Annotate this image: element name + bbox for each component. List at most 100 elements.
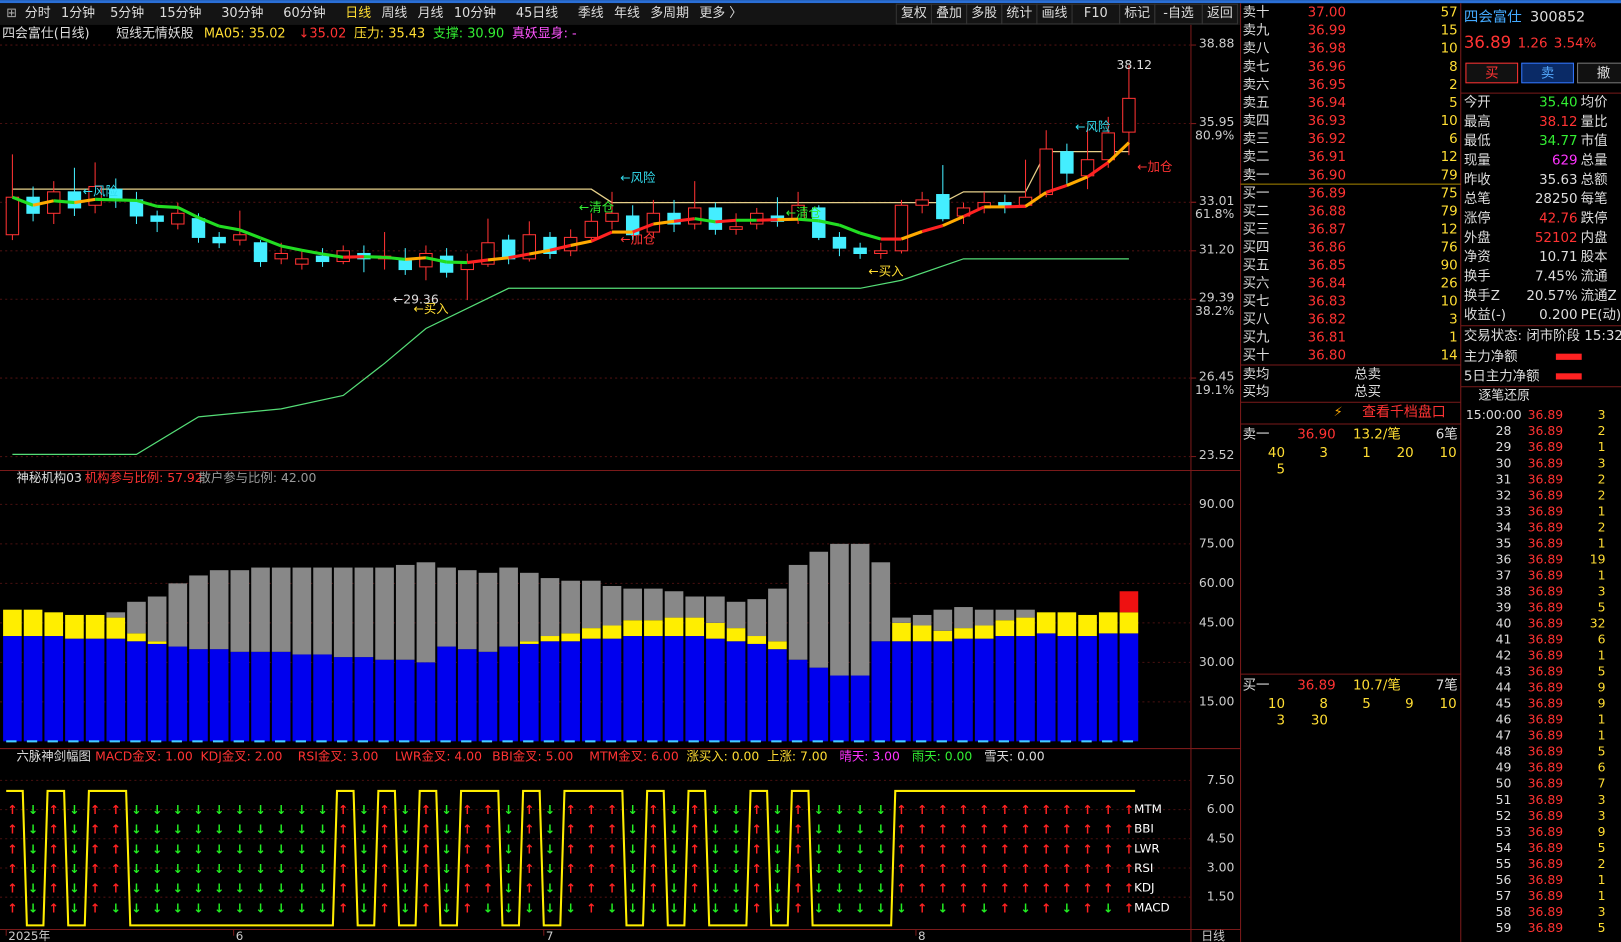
tick-price: 36.89: [1528, 728, 1564, 743]
annotation: ←买入: [414, 301, 449, 316]
panel-label: 雨天: 0.00: [912, 748, 973, 763]
period-tab[interactable]: 日线: [345, 6, 371, 21]
period-tab[interactable]: 1分钟: [61, 5, 95, 21]
info-label: 市值: [1581, 132, 1608, 149]
inst-bar: [354, 657, 374, 742]
gray-bar: [1119, 591, 1139, 613]
tick-volume: 9: [1598, 680, 1606, 695]
period-tab[interactable]: 月线: [418, 6, 444, 21]
base-mark: [233, 740, 244, 743]
gray-bar: [437, 567, 456, 647]
tick-time: 55: [1496, 856, 1512, 871]
period-tab[interactable]: 年线: [614, 6, 640, 21]
tool-label[interactable]: -自选: [1163, 6, 1194, 21]
signal-arrow: ↓: [545, 822, 555, 837]
info-label: 每笔: [1581, 191, 1608, 207]
retail-bar: [106, 617, 126, 639]
period-tab[interactable]: 分时: [25, 6, 51, 21]
base-mark: [254, 740, 265, 743]
menu-icon: ⊞: [6, 6, 17, 21]
signal-arrow: ↑: [690, 881, 700, 896]
tool-label[interactable]: 画线: [1042, 6, 1068, 21]
period-tab[interactable]: 更多 〉: [699, 6, 742, 21]
ma-line: [384, 255, 406, 261]
trade-button[interactable]: [1577, 62, 1621, 84]
info-label: 现量: [1464, 152, 1491, 168]
signal-arrow: ↑: [1124, 822, 1134, 837]
signal-arrow: ↑: [1020, 841, 1030, 856]
inst-bar: [313, 654, 332, 742]
period-tab[interactable]: 季线: [578, 6, 604, 21]
tool-button[interactable]: [895, 3, 932, 25]
period-tab[interactable]: 60分钟: [283, 5, 325, 21]
retail-bar: [1078, 614, 1097, 637]
book-volume: 79: [1441, 204, 1458, 219]
tool-label[interactable]: 标记: [1124, 6, 1150, 21]
panel-label: KDJ金叉: 2.00: [201, 748, 283, 763]
book-price: 36.82: [1308, 312, 1346, 327]
tool-label[interactable]: 返回: [1207, 6, 1233, 21]
panel-label: MTM金叉: 6.00: [589, 748, 679, 763]
signal-arrow: ↓: [441, 861, 451, 876]
signal-arrow: ↓: [131, 822, 141, 837]
period-tab[interactable]: 周线: [381, 6, 407, 21]
tick-price: 36.89: [1528, 471, 1564, 486]
signal-arrow: ↑: [1020, 802, 1030, 817]
signal-arrow: ↓: [193, 822, 203, 837]
depth-link[interactable]: 查看千档盘口: [1362, 404, 1446, 421]
tool-label[interactable]: 叠加: [936, 6, 962, 21]
signal-arrow: ↓: [483, 900, 493, 915]
trade-button-label[interactable]: 买: [1485, 66, 1498, 82]
info-label: 总额: [1581, 172, 1608, 188]
signal-arrow: ↓: [28, 900, 38, 915]
ma-line: [570, 239, 592, 247]
candle-body: [936, 194, 950, 220]
tool-label[interactable]: 多股: [971, 6, 997, 21]
period-tab[interactable]: 30分钟: [221, 5, 263, 21]
base-mark: [6, 740, 17, 743]
signal-arrow: ↓: [317, 900, 327, 915]
signal-arrow: ↓: [834, 841, 844, 856]
signal-arrow: ↑: [111, 841, 121, 856]
gray-bar: [561, 580, 580, 634]
signal-arrow: ↑: [1103, 802, 1113, 817]
queue-order: 10: [1440, 697, 1457, 712]
book-level: 买六: [1243, 275, 1270, 291]
signal-arrow: ↑: [938, 822, 948, 837]
base-mark: [274, 740, 286, 743]
period-tab[interactable]: 5分钟: [110, 5, 144, 21]
signal-arrow: ↑: [690, 822, 700, 837]
signal-arrow: ↓: [855, 900, 865, 915]
inst-bar: [478, 651, 498, 742]
period-tab[interactable]: 45日线: [516, 6, 558, 21]
signal-arrow: ↑: [648, 861, 658, 876]
signal-arrow: ↓: [69, 861, 79, 876]
signal-arrow: ↓: [359, 900, 369, 915]
signal-arrow: ↓: [545, 881, 555, 896]
tool-label[interactable]: 复权: [901, 5, 927, 21]
signal-arrow: ↑: [1103, 822, 1113, 837]
tick-price: 36.89: [1528, 407, 1564, 422]
tick-volume: 3: [1598, 792, 1606, 807]
inst-bar: [602, 638, 622, 742]
period-tab[interactable]: 10分钟: [454, 5, 496, 21]
tick-price: 36.89: [1528, 680, 1564, 695]
period-tab[interactable]: 多周期: [650, 6, 689, 21]
retail-bar: [561, 633, 580, 642]
trade-button-label[interactable]: 撤: [1597, 66, 1610, 82]
trade-button[interactable]: [1521, 62, 1574, 84]
retail-bar: [912, 625, 932, 642]
tool-label[interactable]: 统计: [1006, 6, 1032, 21]
tool-label[interactable]: F10: [1084, 6, 1108, 21]
trade-button-label[interactable]: 卖: [1541, 66, 1554, 82]
info-value: 35.40: [1539, 95, 1577, 110]
signal-arrow: ↓: [152, 841, 162, 856]
flow-bar: [1555, 373, 1582, 380]
period-tab[interactable]: 15分钟: [159, 5, 201, 21]
signal-arrow: ↑: [338, 861, 348, 876]
signal-arrow: ↑: [565, 822, 575, 837]
trade-button[interactable]: [1465, 62, 1519, 84]
signal-arrow: ↑: [793, 861, 803, 876]
inst-bar: [933, 641, 953, 742]
tick-time: 29: [1496, 439, 1512, 454]
